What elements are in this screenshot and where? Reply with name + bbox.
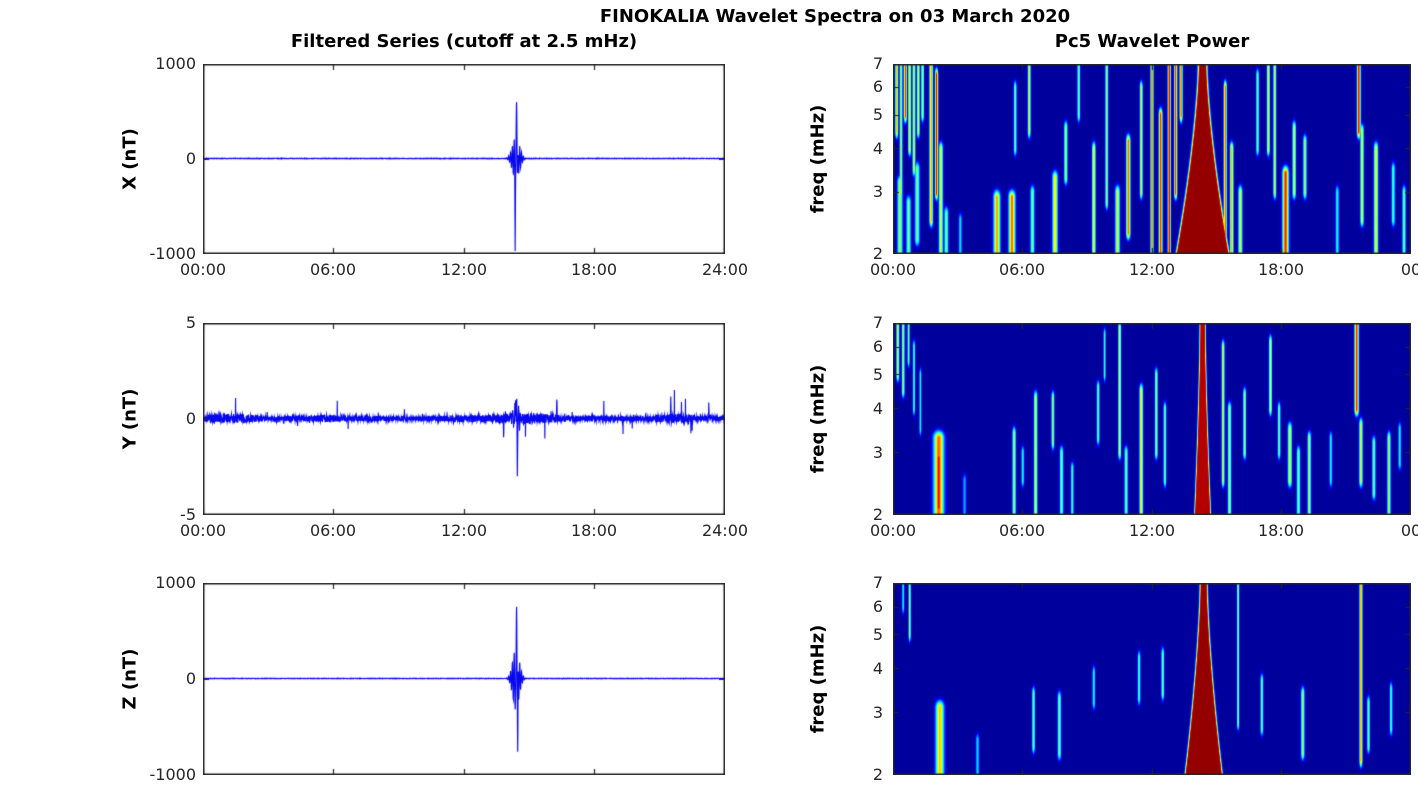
x-tick-label: 00 (1400, 260, 1418, 279)
freq-tick-label: 4 (872, 399, 883, 418)
freq-tick-label: 6 (872, 337, 883, 356)
freq-tick-label: 2 (872, 244, 883, 263)
x-series-plot (203, 64, 725, 254)
y-tick-label: 0 (185, 409, 196, 428)
x-tick-label: 00 (1400, 521, 1418, 540)
x-tick-label: 00:00 (869, 521, 917, 540)
x-tick-label: 06:00 (309, 521, 357, 540)
x-tick-label: 12:00 (440, 521, 488, 540)
x-tick-label: 06:00 (309, 260, 357, 279)
freq-tick-label: 2 (872, 505, 883, 524)
freq-tick-label: 5 (872, 105, 883, 124)
z-wavelet-plot (893, 583, 1411, 775)
ylabel-freq-3: freq (mHz) (807, 624, 829, 734)
x-tick-label: 18:00 (1257, 260, 1305, 279)
freq-tick-label: 7 (872, 573, 883, 592)
ylabel-freq-1: freq (mHz) (807, 104, 829, 214)
freq-tick-label: 3 (872, 443, 883, 462)
x-tick-label: 18:00 (1257, 521, 1305, 540)
y-tick-label: 0 (185, 149, 196, 168)
y-wavelet-plot (893, 323, 1411, 515)
freq-tick-label: 5 (872, 625, 883, 644)
x-tick-label: 18:00 (570, 521, 618, 540)
x-tick-label: 18:00 (570, 260, 618, 279)
y-series-plot (203, 323, 725, 515)
y-tick-label: 1000 (155, 573, 196, 592)
x-tick-label: 06:00 (998, 521, 1046, 540)
freq-tick-label: 5 (872, 365, 883, 384)
y-tick-label: -5 (180, 505, 196, 524)
freq-tick-label: 6 (872, 597, 883, 616)
freq-tick-label: 6 (872, 77, 883, 96)
x-tick-label: 24:00 (701, 521, 749, 540)
x-tick-label: 00:00 (179, 260, 227, 279)
y-tick-label: 5 (185, 313, 196, 332)
x-tick-label: 12:00 (1128, 260, 1176, 279)
y-tick-label: -1000 (149, 765, 197, 784)
right-column-title: Pc5 Wavelet Power (1054, 31, 1250, 52)
freq-tick-label: 3 (872, 182, 883, 201)
y-tick-label: 1000 (155, 54, 196, 73)
x-tick-label: 00:00 (179, 521, 227, 540)
freq-tick-label: 3 (872, 703, 883, 722)
y-tick-label: -1000 (149, 244, 197, 263)
x-tick-label: 12:00 (1128, 521, 1176, 540)
z-series-plot (203, 583, 725, 775)
left-column-title: Filtered Series (cutoff at 2.5 mHz) (290, 31, 638, 52)
x-tick-label: 24:00 (701, 260, 749, 279)
figure-title: FINOKALIA Wavelet Spectra on 03 March 20… (599, 6, 1071, 27)
freq-tick-label: 2 (872, 765, 883, 784)
freq-tick-label: 7 (872, 54, 883, 73)
x-tick-label: 00:00 (869, 260, 917, 279)
x-wavelet-plot (893, 64, 1411, 254)
freq-tick-label: 4 (872, 139, 883, 158)
x-tick-label: 12:00 (440, 260, 488, 279)
freq-tick-label: 4 (872, 659, 883, 678)
y-tick-label: 0 (185, 669, 196, 688)
x-tick-label: 06:00 (998, 260, 1046, 279)
ylabel-freq-2: freq (mHz) (807, 364, 829, 474)
freq-tick-label: 7 (872, 313, 883, 332)
